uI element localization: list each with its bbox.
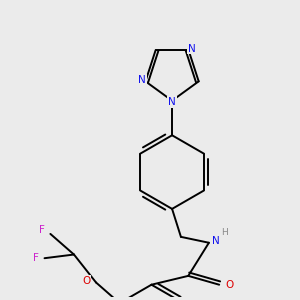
Text: N: N xyxy=(138,75,146,85)
Text: H: H xyxy=(221,228,228,237)
Text: N: N xyxy=(212,236,220,245)
Text: O: O xyxy=(225,280,234,290)
Text: N: N xyxy=(188,44,196,54)
Text: O: O xyxy=(82,276,91,286)
Text: F: F xyxy=(39,225,44,235)
Text: N: N xyxy=(168,97,176,107)
Text: F: F xyxy=(33,253,39,263)
